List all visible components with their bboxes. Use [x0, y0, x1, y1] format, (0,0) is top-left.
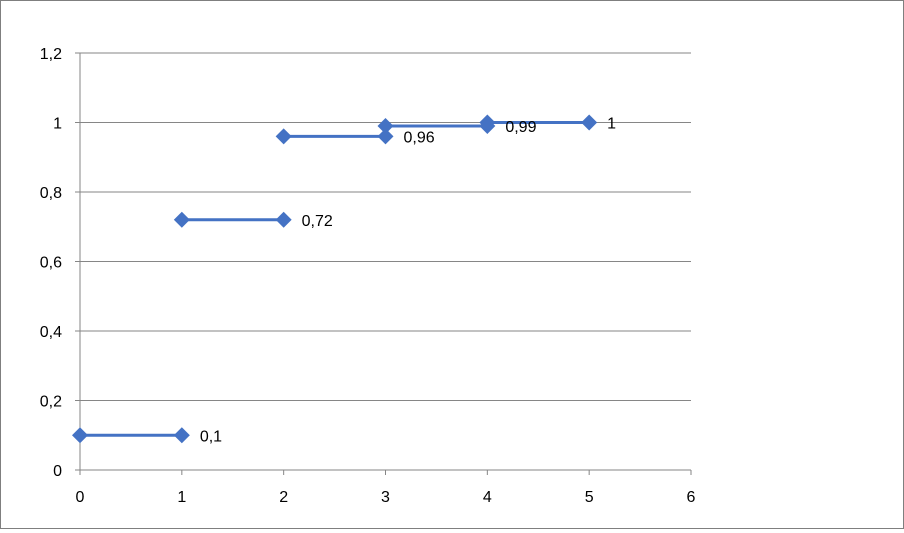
x-tick-label: 3 [381, 489, 390, 506]
y-tick-label: 0,8 [40, 185, 62, 202]
data-point-1-0 [173, 211, 190, 228]
x-tick-label: 2 [279, 489, 288, 506]
y-tick-label: 0,4 [40, 324, 62, 341]
data-label: 0,99 [505, 119, 536, 136]
data-point-2-0 [275, 128, 292, 145]
x-tick-label: 6 [687, 489, 696, 506]
data-point-4-0 [479, 114, 496, 131]
data-label: 1 [607, 116, 616, 133]
y-tick-label: 0,2 [40, 394, 62, 411]
data-point-3-0 [377, 117, 394, 134]
data-point-2-1 [377, 128, 394, 145]
series-steps [72, 114, 598, 444]
y-tick-label: 1 [53, 116, 62, 133]
gridlines [80, 52, 691, 401]
x-tick-label: 0 [76, 489, 85, 506]
data-labels: 0,1 0,72 0,96 0,99 1 [200, 116, 616, 446]
data-point-0-0 [72, 427, 88, 444]
data-label: 0,72 [302, 213, 333, 230]
x-tick-label: 4 [483, 489, 492, 506]
data-point-4-1 [581, 114, 598, 131]
x-tick-label: 1 [177, 489, 186, 506]
data-label: 0,96 [404, 129, 435, 146]
axes [75, 52, 692, 475]
x-tick-labels: 0 1 2 3 4 5 6 [76, 489, 696, 506]
x-tick-label: 5 [585, 489, 594, 506]
y-tick-label: 0,6 [40, 255, 62, 272]
y-tick-label: 0 [53, 463, 62, 480]
y-tick-labels: 0 0,2 0,4 0,6 0,8 1 1,2 [40, 46, 62, 480]
data-point-0-1 [173, 427, 190, 444]
data-point-1-1 [275, 211, 292, 228]
y-tick-label: 1,2 [40, 46, 62, 63]
data-label: 0,1 [200, 428, 222, 445]
